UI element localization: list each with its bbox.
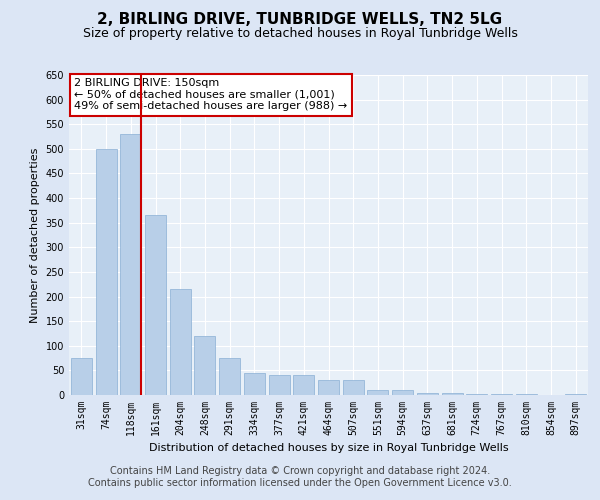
Text: Contains HM Land Registry data © Crown copyright and database right 2024.
Contai: Contains HM Land Registry data © Crown c…: [88, 466, 512, 487]
Bar: [466, 394, 487, 395]
Bar: [392, 390, 413, 395]
X-axis label: Distribution of detached houses by size in Royal Tunbridge Wells: Distribution of detached houses by size …: [149, 444, 508, 454]
Bar: [244, 373, 265, 395]
Bar: [565, 394, 586, 395]
Bar: [219, 358, 240, 395]
Bar: [95, 149, 116, 395]
Bar: [417, 392, 438, 395]
Y-axis label: Number of detached properties: Number of detached properties: [30, 148, 40, 322]
Bar: [442, 392, 463, 395]
Text: 2 BIRLING DRIVE: 150sqm
← 50% of detached houses are smaller (1,001)
49% of semi: 2 BIRLING DRIVE: 150sqm ← 50% of detache…: [74, 78, 347, 112]
Bar: [194, 336, 215, 395]
Text: Size of property relative to detached houses in Royal Tunbridge Wells: Size of property relative to detached ho…: [83, 28, 517, 40]
Bar: [145, 216, 166, 395]
Bar: [516, 394, 537, 395]
Bar: [170, 289, 191, 395]
Bar: [343, 380, 364, 395]
Bar: [318, 380, 339, 395]
Bar: [293, 376, 314, 395]
Bar: [491, 394, 512, 395]
Bar: [269, 376, 290, 395]
Bar: [367, 390, 388, 395]
Text: 2, BIRLING DRIVE, TUNBRIDGE WELLS, TN2 5LG: 2, BIRLING DRIVE, TUNBRIDGE WELLS, TN2 5…: [97, 12, 503, 28]
Bar: [71, 358, 92, 395]
Bar: [120, 134, 141, 395]
